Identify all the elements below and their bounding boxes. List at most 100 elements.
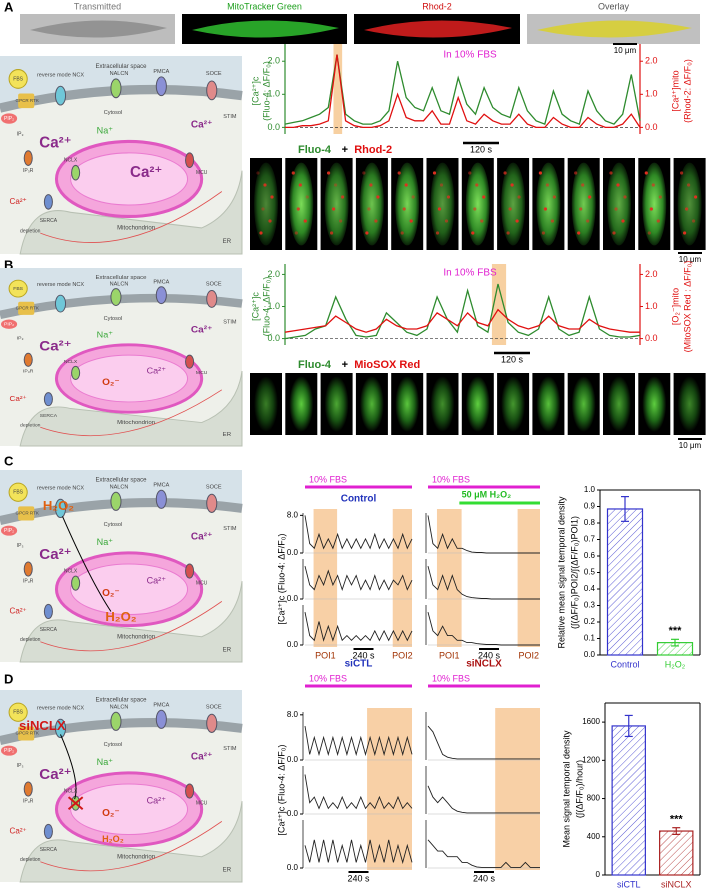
- diagram-label: NCLX: [64, 158, 78, 164]
- red-spot: [552, 195, 557, 199]
- cell-image: [677, 162, 702, 246]
- y-tick-label: 0.8: [584, 518, 596, 527]
- red-spot: [468, 171, 472, 175]
- y2-tick-label: 2.0: [645, 56, 658, 66]
- cell-shape: [364, 20, 512, 38]
- channel: [155, 76, 167, 97]
- transporter: [71, 365, 81, 380]
- diagram-label: O₂⁻: [102, 377, 120, 388]
- legend-joiner: +: [342, 144, 348, 156]
- red-spot: [508, 207, 512, 211]
- y2-axis-label: (MitoSOX Red : ΔF/F₀): [682, 261, 692, 353]
- transporter: [23, 781, 33, 797]
- region-label: POI1: [439, 650, 460, 660]
- red-spot: [435, 231, 440, 235]
- diagram-label: Extracellular space: [95, 63, 147, 70]
- time-scale-label: 240 s: [352, 650, 375, 660]
- y-tick-label: 0: [596, 870, 601, 879]
- er-arrow: [40, 601, 223, 652]
- red-spot: [692, 219, 696, 223]
- diagram-label: Extracellular space: [95, 698, 147, 704]
- diagram-label: Mitochondrion: [117, 420, 155, 426]
- red-spot: [296, 207, 300, 211]
- y2-tick-label: 2.0: [645, 269, 658, 279]
- red-spot: [259, 231, 263, 235]
- diagram-label: FBS: [13, 286, 24, 292]
- y-tick-label: 0.1: [584, 634, 596, 643]
- red-spot: [649, 207, 653, 211]
- cell-image: [677, 376, 702, 432]
- red-spot: [503, 171, 507, 175]
- diagram-label: siNCLX: [19, 718, 66, 733]
- shaded-window: [436, 509, 462, 647]
- red-spot: [471, 231, 475, 235]
- trace-line: [304, 515, 413, 550]
- diagram-label: Ca²⁺: [10, 827, 27, 836]
- trace-line: [427, 565, 540, 600]
- trace-line: [304, 565, 413, 592]
- legend-entry: Fluo-4: [298, 144, 332, 156]
- transporter: [43, 823, 53, 840]
- transporter: [71, 164, 81, 181]
- time-scale-label: 240 s: [347, 873, 370, 883]
- diagram-label: NCLX: [64, 568, 78, 574]
- cell-image: [395, 376, 420, 432]
- treatment-label: 50 μM H₂O₂: [462, 489, 512, 499]
- diagram-label: PMCA: [153, 69, 169, 75]
- stimulus-label: 10% FBS: [432, 673, 470, 683]
- diagram-label: PIP₂: [4, 528, 14, 534]
- cell-image: [254, 162, 278, 246]
- cell-image: [465, 162, 490, 246]
- cell-shape: [30, 20, 167, 38]
- red-spot: [616, 183, 620, 187]
- y-tick-label: 1.0: [267, 89, 280, 99]
- diagram-label: depletion: [20, 637, 41, 643]
- diagram-label: SOCE: [206, 71, 222, 77]
- y-axis-label: [Ca²⁺]c: [250, 76, 260, 105]
- er: [19, 801, 243, 883]
- arrow: [60, 734, 77, 800]
- cell-image: [607, 162, 631, 246]
- diagram-label: PMCA: [153, 703, 169, 709]
- diagram-label: ER: [223, 432, 231, 438]
- red-spot: [644, 171, 648, 175]
- diagram-label: NCLX: [64, 359, 78, 365]
- legend-entry: MioSOX Red: [354, 359, 420, 371]
- image-caption: MitoTracker Green: [227, 1, 302, 11]
- y-tick-label: 800: [587, 794, 601, 803]
- trace-line: [427, 611, 540, 646]
- cell-image: [359, 162, 384, 246]
- diagram-label: STIM: [223, 526, 237, 532]
- cell-image: [607, 376, 631, 432]
- transporter: [185, 354, 195, 369]
- cell-image: [430, 376, 455, 432]
- transporter: [23, 352, 33, 367]
- red-spot: [550, 219, 555, 223]
- x-tick-label: H₂O₂: [665, 659, 686, 669]
- diagram-label: Ca²⁺: [147, 576, 167, 586]
- red-spot: [334, 183, 338, 187]
- diagram-label: SERCA: [40, 627, 58, 633]
- red-spot: [404, 183, 408, 187]
- red-spot: [538, 171, 543, 175]
- y-tick-label: 0.0: [287, 548, 299, 557]
- knockdown: [67, 796, 84, 811]
- channel: [206, 713, 218, 733]
- fbs: [8, 702, 28, 722]
- diagram-label: Ca²⁺: [191, 751, 213, 762]
- diagram-label: Ca²⁺: [191, 531, 213, 542]
- diagram-label: SERCA: [40, 847, 58, 853]
- y2-tick-label: 1.0: [645, 301, 658, 311]
- panel-label: C: [4, 453, 14, 468]
- diagram-label: SERCA: [40, 218, 58, 224]
- channel: [206, 493, 218, 513]
- y2-tick-label: 0.0: [645, 333, 658, 343]
- y-tick-label: 0.5: [584, 568, 596, 577]
- red-spot: [609, 171, 613, 175]
- diagram-label: Cytosol: [104, 742, 122, 748]
- shaded-window: [313, 509, 338, 647]
- x-tick-label: siCTL: [617, 879, 641, 889]
- diagram: Extracellular space FBS GPCR RTK PIP₂ IP₃ IP₃…: [0, 268, 243, 447]
